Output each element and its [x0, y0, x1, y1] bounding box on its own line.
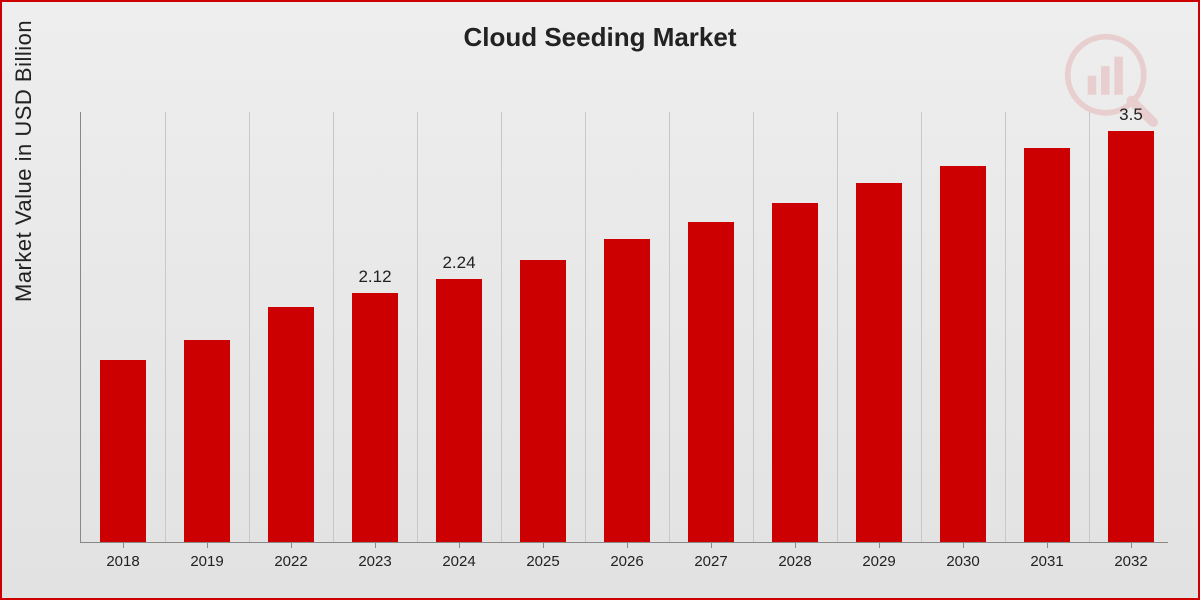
- x-tick: [123, 542, 124, 548]
- x-tick-label: 2027: [694, 553, 727, 570]
- x-tick-label: 2023: [358, 553, 391, 570]
- grid-line: [165, 112, 166, 542]
- bar-value-label: 2.12: [358, 267, 391, 287]
- x-tick: [1047, 542, 1048, 548]
- x-tick-label: 2030: [946, 553, 979, 570]
- x-tick-label: 2029: [862, 553, 895, 570]
- bar: [436, 279, 482, 542]
- bar: [268, 307, 314, 542]
- x-tick: [711, 542, 712, 548]
- grid-line: [837, 112, 838, 542]
- bar: [352, 293, 398, 542]
- grid-line: [501, 112, 502, 542]
- x-tick-label: 2031: [1030, 553, 1063, 570]
- x-tick-label: 2025: [526, 553, 559, 570]
- grid-line: [1005, 112, 1006, 542]
- x-tick-label: 2026: [610, 553, 643, 570]
- x-tick: [375, 542, 376, 548]
- x-tick: [879, 542, 880, 548]
- x-tick-label: 2028: [778, 553, 811, 570]
- bar: [184, 340, 230, 542]
- bar: [520, 260, 566, 542]
- bar: [772, 203, 818, 542]
- x-tick-label: 2022: [274, 553, 307, 570]
- chart-container: Cloud Seeding Market Market Value in USD…: [0, 0, 1200, 600]
- x-tick-label: 2024: [442, 553, 475, 570]
- grid-line: [753, 112, 754, 542]
- x-tick: [459, 542, 460, 548]
- y-axis-label: Market Value in USD Billion: [11, 20, 37, 302]
- bar: [856, 183, 902, 542]
- grid-line: [669, 112, 670, 542]
- bar: [1024, 148, 1070, 542]
- grid-line: [249, 112, 250, 542]
- grid-line: [333, 112, 334, 542]
- x-tick: [543, 542, 544, 548]
- bar: [604, 239, 650, 542]
- bar: [100, 360, 146, 542]
- x-tick: [1131, 542, 1132, 548]
- bar-value-label: 2.24: [442, 253, 475, 273]
- bar: [1108, 131, 1154, 542]
- grid-line: [1089, 112, 1090, 542]
- x-tick-label: 2019: [190, 553, 223, 570]
- grid-line: [921, 112, 922, 542]
- grid-line: [417, 112, 418, 542]
- x-tick: [291, 542, 292, 548]
- chart-title: Cloud Seeding Market: [2, 22, 1198, 53]
- grid-line: [585, 112, 586, 542]
- bar-value-label: 3.5: [1119, 105, 1143, 125]
- x-tick: [207, 542, 208, 548]
- x-tick: [963, 542, 964, 548]
- x-tick-label: 2032: [1114, 553, 1147, 570]
- bar: [688, 222, 734, 542]
- plot-area: 2018201920222.1220232.242024202520262027…: [80, 112, 1168, 543]
- bar: [940, 166, 986, 542]
- x-tick: [795, 542, 796, 548]
- x-tick: [627, 542, 628, 548]
- x-tick-label: 2018: [106, 553, 139, 570]
